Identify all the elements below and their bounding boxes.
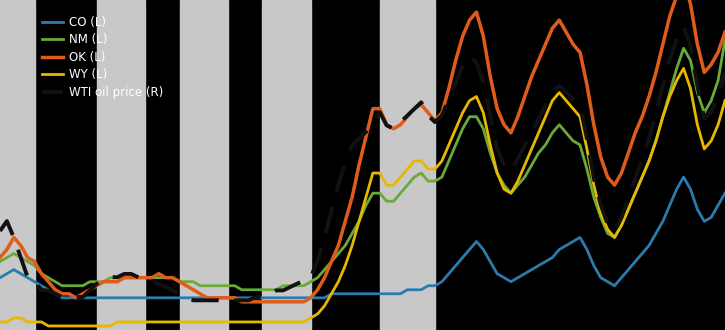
Bar xyxy=(380,0,435,330)
Bar xyxy=(262,0,311,330)
Bar xyxy=(96,0,145,330)
Bar xyxy=(180,0,228,330)
Legend: CO (L), NM (L), OK (L), WY (L), WTI oil price (R): CO (L), NM (L), OK (L), WY (L), WTI oil … xyxy=(42,16,164,99)
Bar xyxy=(0,0,35,330)
